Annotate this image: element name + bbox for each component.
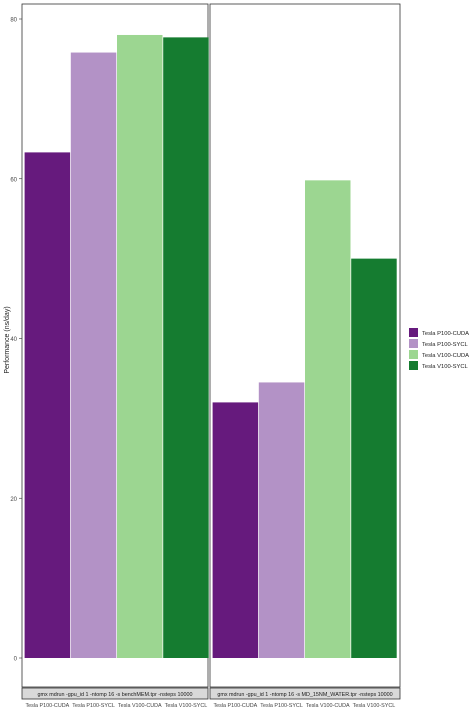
- legend-key: [409, 361, 418, 370]
- x-tick-label: Tesla V100-CUDA: [306, 703, 350, 709]
- legend-label: Tesla V100-CUDA: [422, 353, 469, 359]
- bar: [212, 402, 259, 658]
- y-tick-label: 80: [10, 18, 17, 24]
- x-tick-label: Tesla V100-SYCL: [165, 703, 208, 709]
- legend-key: [409, 350, 418, 359]
- y-axis-label: Performance (ns/day): [4, 306, 11, 373]
- bar: [305, 180, 351, 658]
- y-axis: 0 20 40 60 80: [10, 18, 22, 663]
- x-tick-label: Tesla V100-CUDA: [118, 703, 162, 709]
- x-tick-label: Tesla V100-SYCL: [353, 703, 396, 709]
- facet-strip-label: gmx mdrun -gpu_id 1 -ntomp 16 -s benchME…: [38, 692, 193, 698]
- bar: [24, 152, 71, 659]
- x-tick-label: Tesla P100-SYCL: [72, 703, 115, 709]
- y-tick-label: 60: [10, 177, 17, 183]
- x-tick-label: Tesla P100-SYCL: [260, 703, 303, 709]
- legend-key: [409, 328, 418, 337]
- bar: [70, 52, 117, 659]
- legend: Tesla P100-CUDA Tesla P100-SYCL Tesla V100…: [409, 328, 469, 370]
- facet-panel: Tesla P100-CUDA Tesla P100-SYCL Tesla V100…: [21, 3, 209, 709]
- facet-panel: Tesla P100-CUDA Tesla P100-SYCL Tesla V100…: [209, 3, 401, 709]
- x-tick-label: Tesla P100-CUDA: [25, 703, 69, 709]
- bar: [117, 34, 163, 659]
- bar: [351, 258, 397, 658]
- facet-strip-label: gmx mdrun -gpu_id 1 -ntomp 16 -s MD_15NM…: [217, 692, 392, 698]
- facet-strip: [209, 687, 401, 700]
- legend-label: Tesla P100-CUDA: [422, 331, 469, 337]
- facet-panels: Tesla P100-CUDA Tesla P100-SYCL Tesla V100…: [21, 3, 401, 709]
- y-tick-label: 40: [10, 337, 17, 343]
- facet-strip: [21, 687, 209, 700]
- legend-label: Tesla P100-SYCL: [422, 342, 469, 348]
- bar: [163, 37, 209, 658]
- legend-key: [409, 339, 418, 348]
- legend-label: Tesla V100-SYCL: [422, 364, 469, 370]
- y-tick-label: 20: [10, 497, 17, 503]
- y-tick-label: 0: [14, 657, 18, 663]
- bar: [258, 382, 305, 658]
- x-tick-label: Tesla P100-CUDA: [213, 703, 257, 709]
